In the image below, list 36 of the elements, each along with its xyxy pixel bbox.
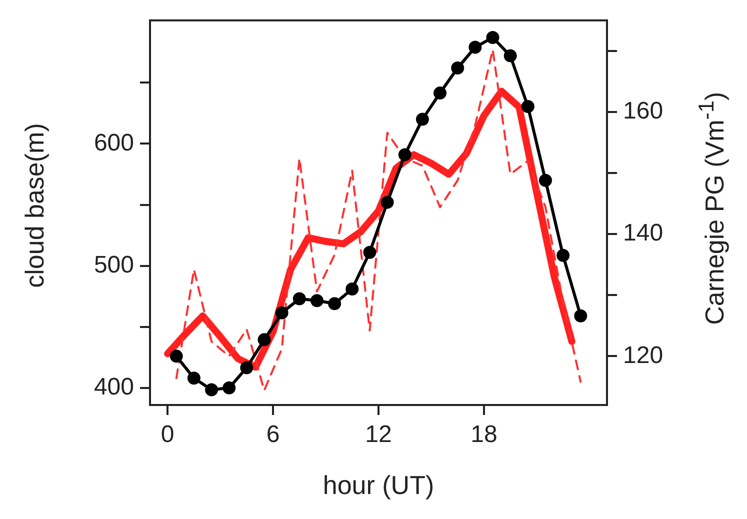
y-tick-label: 500 xyxy=(94,251,134,278)
point xyxy=(538,174,552,187)
x-tick-label: 18 xyxy=(470,421,498,448)
point xyxy=(170,350,183,363)
x-tick-label: 6 xyxy=(266,421,280,448)
point xyxy=(486,30,500,44)
x-tick-label: 12 xyxy=(365,421,392,448)
x-tick-label: 0 xyxy=(160,421,174,448)
y2-tick-label: 120 xyxy=(623,342,664,369)
y2-tick-label: 160 xyxy=(623,98,664,125)
point xyxy=(451,62,464,75)
point xyxy=(398,148,412,162)
point xyxy=(468,40,482,54)
y-tick-label: 600 xyxy=(94,129,134,156)
point xyxy=(346,282,359,296)
y-axis-title: cloud base(m) xyxy=(20,122,50,290)
point xyxy=(556,248,570,262)
y2-tick-label: 140 xyxy=(623,220,664,247)
point xyxy=(205,383,218,396)
y-tick-label: 400 xyxy=(94,374,134,401)
point xyxy=(222,381,236,394)
point xyxy=(574,309,588,322)
point xyxy=(187,372,200,385)
point xyxy=(504,49,517,62)
point xyxy=(380,196,394,209)
point xyxy=(258,333,271,346)
point xyxy=(292,292,306,306)
point xyxy=(363,246,376,259)
point xyxy=(328,297,342,310)
x-axis-title: hour (UT) xyxy=(322,470,436,501)
point xyxy=(240,361,254,374)
point xyxy=(275,306,288,320)
point xyxy=(310,294,324,308)
point xyxy=(434,86,447,100)
point xyxy=(521,100,534,113)
point xyxy=(416,112,429,126)
